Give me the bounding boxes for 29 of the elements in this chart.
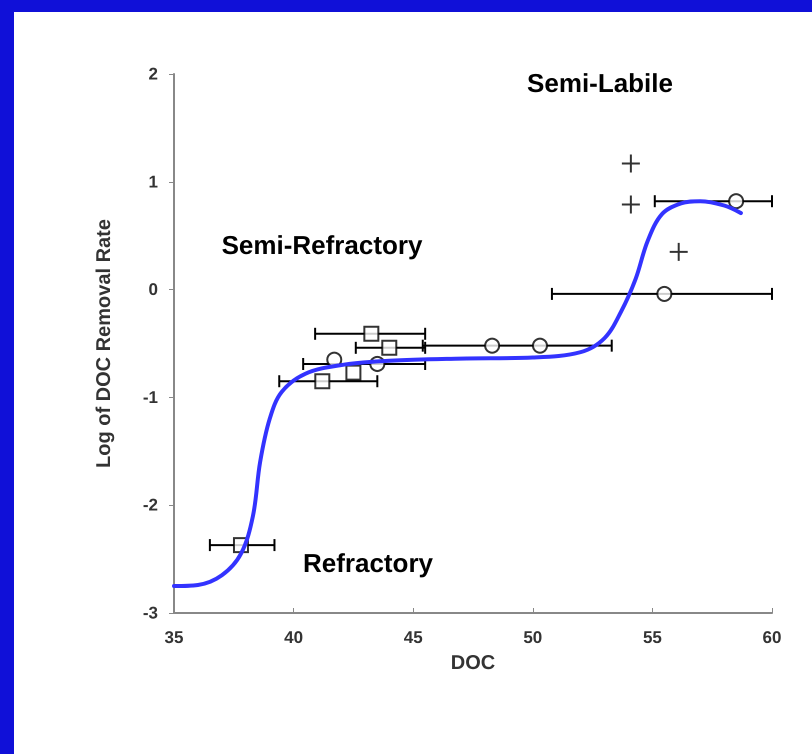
y-tick-label: -1 bbox=[142, 388, 158, 407]
point bbox=[363, 326, 380, 342]
x-tick-label: 55 bbox=[642, 628, 662, 647]
x-tick-label: 50 bbox=[523, 628, 542, 647]
x-tick-label: 40 bbox=[284, 628, 304, 647]
annotation: Refractory bbox=[302, 548, 434, 578]
point bbox=[532, 338, 548, 354]
y-axis-title: Log of DOC Removal Rate bbox=[93, 219, 115, 468]
x-tick-label: 35 bbox=[164, 628, 184, 647]
point bbox=[345, 364, 362, 381]
x-tick-label: 45 bbox=[404, 628, 423, 647]
y-tick-label: 2 bbox=[148, 64, 158, 84]
annotation: Semi-Labile bbox=[527, 68, 673, 98]
y-tick-label: -3 bbox=[142, 604, 158, 622]
x-tick-label: 60 bbox=[762, 628, 782, 647]
x-axis-title: DOC bbox=[450, 652, 496, 674]
y-tick-label: -2 bbox=[142, 496, 158, 515]
line-series bbox=[172, 199, 743, 588]
point bbox=[668, 242, 689, 262]
point bbox=[381, 340, 398, 356]
point bbox=[728, 193, 744, 210]
point bbox=[484, 338, 500, 354]
point bbox=[620, 194, 641, 214]
point bbox=[620, 153, 641, 174]
y-tick-label: 0 bbox=[148, 280, 158, 300]
point bbox=[314, 373, 330, 390]
y-tick-label: 1 bbox=[148, 172, 158, 192]
point bbox=[656, 286, 672, 302]
annotation: Semi-Refractory bbox=[222, 230, 423, 260]
